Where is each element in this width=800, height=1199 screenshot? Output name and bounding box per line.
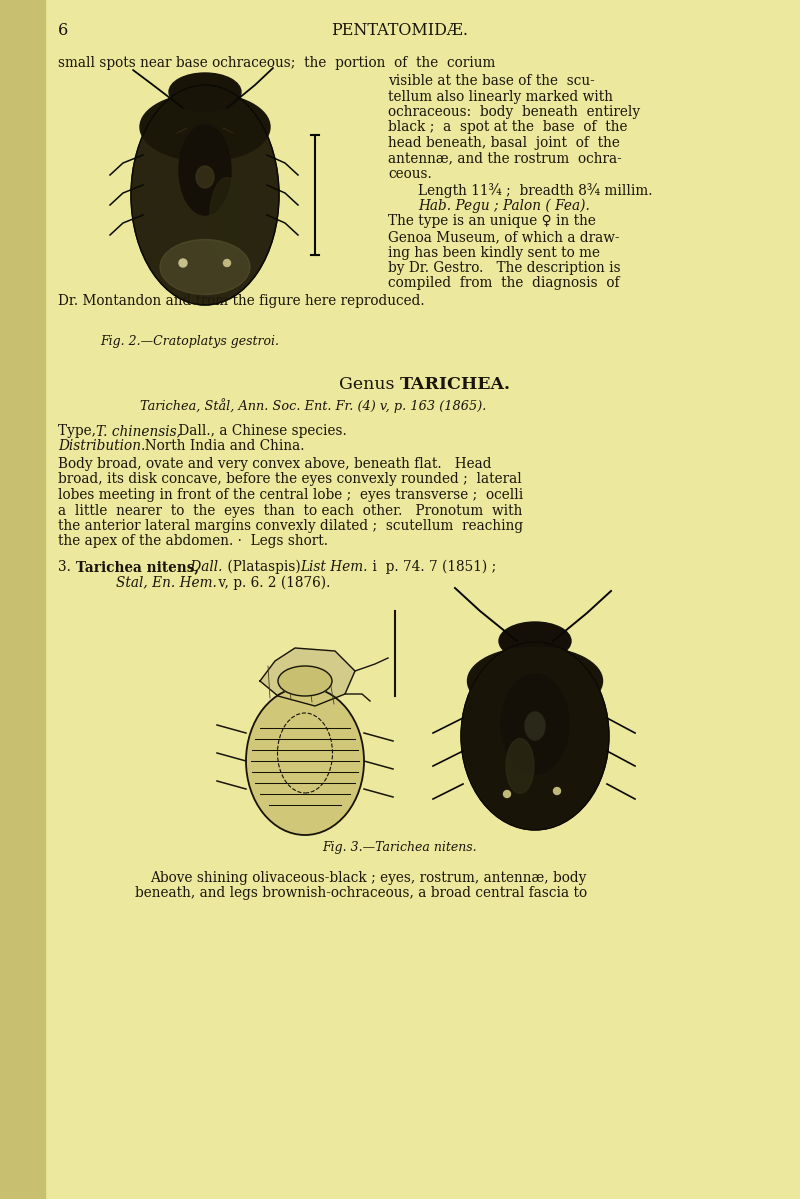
Text: PENTATOMIDÆ.: PENTATOMIDÆ. bbox=[331, 22, 469, 40]
Ellipse shape bbox=[169, 73, 241, 112]
Ellipse shape bbox=[196, 165, 214, 188]
Ellipse shape bbox=[503, 790, 510, 797]
Text: beneath, and legs brownish-ochraceous, a broad central fascia to: beneath, and legs brownish-ochraceous, a… bbox=[135, 886, 587, 900]
Text: i  p. 74. 7 (1851) ;: i p. 74. 7 (1851) ; bbox=[368, 560, 496, 574]
Ellipse shape bbox=[246, 687, 364, 835]
Text: by Dr. Gestro.   The description is: by Dr. Gestro. The description is bbox=[388, 261, 621, 275]
Text: T. chinensis,: T. chinensis, bbox=[96, 424, 181, 438]
Text: ceous.: ceous. bbox=[388, 167, 432, 181]
Text: Tarichea, Stål, Ann. Soc. Ent. Fr. (4) v, p. 163 (1865).: Tarichea, Stål, Ann. Soc. Ent. Fr. (4) v… bbox=[140, 398, 486, 412]
Text: Length 11¾ ;  breadth 8¾ millim.: Length 11¾ ; breadth 8¾ millim. bbox=[418, 183, 653, 198]
Text: Stal, En. Hem.: Stal, En. Hem. bbox=[116, 576, 217, 590]
Ellipse shape bbox=[501, 674, 569, 775]
Ellipse shape bbox=[278, 665, 332, 695]
Text: visible at the base of the  scu-: visible at the base of the scu- bbox=[388, 74, 594, 88]
Ellipse shape bbox=[461, 641, 609, 830]
Ellipse shape bbox=[140, 94, 270, 161]
Ellipse shape bbox=[160, 240, 250, 295]
Text: Dall., a Chinese species.: Dall., a Chinese species. bbox=[174, 424, 346, 438]
Text: ing has been kindly sent to me: ing has been kindly sent to me bbox=[388, 246, 600, 259]
Ellipse shape bbox=[554, 788, 561, 795]
Ellipse shape bbox=[467, 647, 602, 715]
Ellipse shape bbox=[223, 259, 230, 266]
Text: 6: 6 bbox=[58, 22, 68, 40]
Text: Above shining olivaceous-black ; eyes, rostrum, antennæ, body: Above shining olivaceous-black ; eyes, r… bbox=[150, 870, 586, 885]
Text: broad, its disk concave, before the eyes convexly rounded ;  lateral: broad, its disk concave, before the eyes… bbox=[58, 472, 522, 487]
Text: the anterior lateral margins convexly dilated ;  scutellum  reaching: the anterior lateral margins convexly di… bbox=[58, 519, 523, 534]
Text: Body broad, ovate and very convex above, beneath flat.   Head: Body broad, ovate and very convex above,… bbox=[58, 457, 491, 471]
Text: Distribution.: Distribution. bbox=[58, 440, 146, 453]
Text: The type is an unique ♀ in the: The type is an unique ♀ in the bbox=[388, 215, 596, 229]
Text: Hab. Pegu ; Palon ( Fea).: Hab. Pegu ; Palon ( Fea). bbox=[418, 199, 590, 213]
Text: Genus: Genus bbox=[339, 376, 400, 393]
Text: small spots near base ochraceous;  the  portion  of  the  corium: small spots near base ochraceous; the po… bbox=[58, 56, 495, 70]
Ellipse shape bbox=[210, 177, 245, 263]
Ellipse shape bbox=[525, 712, 545, 740]
Text: compiled  from  the  diagnosis  of: compiled from the diagnosis of bbox=[388, 277, 619, 290]
Text: head beneath, basal  joint  of  the: head beneath, basal joint of the bbox=[388, 135, 620, 150]
Text: v, p. 6. 2 (1876).: v, p. 6. 2 (1876). bbox=[214, 576, 330, 590]
Text: lobes meeting in front of the central lobe ;  eyes transverse ;  ocelli: lobes meeting in front of the central lo… bbox=[58, 488, 523, 502]
Text: the apex of the abdomen. ·  Legs short.: the apex of the abdomen. · Legs short. bbox=[58, 535, 328, 548]
Text: Genoa Museum, of which a draw-: Genoa Museum, of which a draw- bbox=[388, 230, 619, 245]
Ellipse shape bbox=[499, 622, 571, 659]
Text: Dr. Montandon and from the figure here reproduced.: Dr. Montandon and from the figure here r… bbox=[58, 294, 425, 308]
Text: Dall.: Dall. bbox=[186, 560, 222, 574]
Text: black ;  a  spot at the  base  of  the: black ; a spot at the base of the bbox=[388, 121, 627, 134]
Ellipse shape bbox=[179, 259, 187, 267]
Ellipse shape bbox=[131, 85, 279, 305]
Text: antennæ, and the rostrum  ochra-: antennæ, and the rostrum ochra- bbox=[388, 151, 622, 165]
Polygon shape bbox=[260, 647, 355, 706]
Text: Tarichea nitens,: Tarichea nitens, bbox=[76, 560, 199, 574]
Text: Fig. 2.—Cratoplatys gestroi.: Fig. 2.—Cratoplatys gestroi. bbox=[100, 335, 279, 348]
Text: North India and China.: North India and China. bbox=[136, 440, 305, 453]
Text: TARICHEA.: TARICHEA. bbox=[400, 376, 511, 393]
Text: List Hem.: List Hem. bbox=[300, 560, 367, 574]
Ellipse shape bbox=[179, 125, 231, 215]
Ellipse shape bbox=[506, 739, 534, 794]
Text: ochraceous:  body  beneath  entirely: ochraceous: body beneath entirely bbox=[388, 106, 640, 119]
Text: tellum also linearly marked with: tellum also linearly marked with bbox=[388, 90, 613, 103]
Text: a  little  nearer  to  the  eyes  than  to each  other.   Pronotum  with: a little nearer to the eyes than to each… bbox=[58, 504, 522, 518]
Text: Type,: Type, bbox=[58, 424, 100, 438]
Bar bbox=[0, 0, 45, 1199]
Text: Fig. 3.—Tarichea nitens.: Fig. 3.—Tarichea nitens. bbox=[322, 840, 478, 854]
Text: (Plataspis): (Plataspis) bbox=[223, 560, 305, 574]
Text: 3.: 3. bbox=[58, 560, 71, 574]
